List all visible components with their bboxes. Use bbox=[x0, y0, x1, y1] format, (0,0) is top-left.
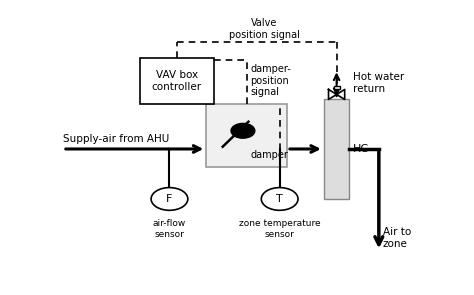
Circle shape bbox=[231, 124, 255, 138]
Text: Hot water
return: Hot water return bbox=[353, 72, 404, 94]
Bar bbox=[324, 99, 349, 199]
Text: VAV box
controller: VAV box controller bbox=[152, 70, 202, 92]
Circle shape bbox=[261, 188, 298, 210]
Bar bbox=[334, 86, 339, 89]
Text: Air to
zone: Air to zone bbox=[383, 227, 411, 249]
Text: T: T bbox=[276, 194, 283, 204]
Text: Valve
position signal: Valve position signal bbox=[228, 18, 300, 40]
Text: zone temperature
sensor: zone temperature sensor bbox=[239, 219, 320, 239]
Text: Supply-air from AHU: Supply-air from AHU bbox=[63, 135, 169, 145]
Bar bbox=[140, 58, 213, 104]
Bar bbox=[206, 104, 287, 167]
Text: F: F bbox=[166, 194, 173, 204]
Text: damper-
position
signal: damper- position signal bbox=[250, 64, 291, 97]
Circle shape bbox=[151, 188, 188, 210]
Text: air-flow
sensor: air-flow sensor bbox=[153, 219, 186, 239]
Text: damper: damper bbox=[250, 150, 288, 160]
Text: HC: HC bbox=[353, 144, 369, 154]
